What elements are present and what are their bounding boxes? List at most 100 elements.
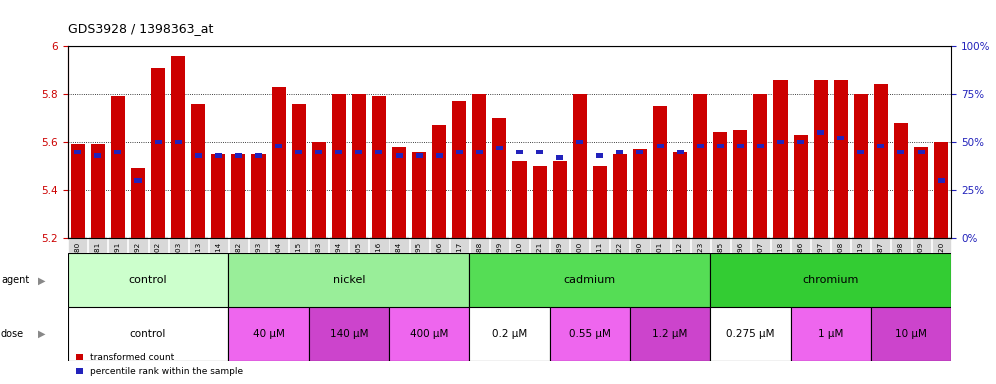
Bar [412, 152, 426, 238]
Bar [617, 149, 623, 154]
Bar [392, 147, 406, 238]
Bar [597, 153, 604, 157]
Text: agent: agent [1, 275, 29, 285]
Bar [352, 94, 366, 238]
Text: 1.2 μM: 1.2 μM [652, 329, 688, 339]
Bar [797, 140, 804, 144]
Bar [556, 155, 563, 159]
Bar [469, 307, 550, 361]
Bar [696, 144, 704, 148]
Bar [838, 136, 845, 141]
Bar [275, 144, 282, 148]
Bar [476, 149, 483, 154]
Bar [356, 149, 363, 154]
Text: 40 μM: 40 μM [253, 329, 285, 339]
Bar [791, 307, 871, 361]
Bar [292, 104, 306, 238]
Bar [492, 118, 506, 238]
Bar [151, 68, 165, 238]
Text: chromium: chromium [803, 275, 859, 285]
Bar [469, 253, 710, 307]
Bar [573, 94, 587, 238]
Text: cadmium: cadmium [564, 275, 616, 285]
Bar [632, 149, 647, 238]
Bar [91, 144, 105, 238]
Bar [372, 96, 386, 238]
Legend: transformed count, percentile rank within the sample: transformed count, percentile rank withi… [73, 350, 247, 379]
Bar [733, 130, 747, 238]
Bar [111, 96, 124, 238]
Bar [613, 154, 626, 238]
Text: ▶: ▶ [38, 329, 46, 339]
Text: 400 μM: 400 μM [410, 329, 448, 339]
Bar [115, 149, 122, 154]
Bar [897, 149, 904, 154]
Bar [472, 94, 486, 238]
Bar [68, 253, 228, 307]
Bar [757, 144, 764, 148]
Bar [713, 132, 727, 238]
Bar [794, 135, 808, 238]
Text: control: control [128, 275, 167, 285]
Bar [817, 130, 824, 134]
Bar [717, 144, 724, 148]
Bar [917, 149, 924, 154]
Bar [894, 123, 908, 238]
Text: 0.2 μM: 0.2 μM [492, 329, 527, 339]
Bar [272, 87, 286, 238]
Bar [673, 152, 687, 238]
Bar [191, 104, 205, 238]
Text: dose: dose [1, 329, 24, 339]
Bar [536, 149, 543, 154]
Bar [211, 154, 225, 238]
Bar [68, 307, 228, 361]
Bar [577, 140, 584, 144]
Bar [774, 80, 788, 238]
Bar [710, 307, 791, 361]
Bar [171, 56, 185, 238]
Bar [309, 307, 389, 361]
Bar [753, 94, 768, 238]
Bar [452, 101, 466, 238]
Bar [496, 146, 503, 150]
Bar [435, 153, 442, 157]
Bar [375, 149, 382, 154]
Bar [516, 149, 523, 154]
Bar [593, 166, 607, 238]
Bar [656, 144, 663, 148]
Bar [629, 307, 710, 361]
Text: 1 μM: 1 μM [818, 329, 844, 339]
Bar [854, 94, 868, 238]
Bar [95, 153, 102, 157]
Bar [456, 149, 463, 154]
Bar [432, 125, 446, 238]
Text: 10 μM: 10 μM [895, 329, 927, 339]
Bar [858, 149, 865, 154]
Bar [215, 153, 222, 157]
Bar [550, 307, 629, 361]
Bar [251, 154, 266, 238]
Bar [533, 166, 547, 238]
Bar [228, 253, 469, 307]
Bar [653, 106, 667, 238]
Bar [871, 307, 951, 361]
Text: 140 μM: 140 μM [330, 329, 369, 339]
Bar [934, 142, 948, 238]
Bar [834, 80, 848, 238]
Bar [332, 94, 346, 238]
Text: nickel: nickel [333, 275, 366, 285]
Bar [676, 149, 683, 154]
Text: 0.55 μM: 0.55 μM [569, 329, 611, 339]
Bar [174, 140, 181, 144]
Bar [295, 149, 302, 154]
Bar [389, 307, 469, 361]
Text: 0.275 μM: 0.275 μM [726, 329, 775, 339]
Bar [737, 144, 744, 148]
Bar [154, 140, 161, 144]
Text: ▶: ▶ [38, 275, 46, 285]
Text: GDS3928 / 1398363_at: GDS3928 / 1398363_at [68, 22, 213, 35]
Bar [513, 161, 527, 238]
Bar [315, 149, 323, 154]
Bar [553, 161, 567, 238]
Bar [693, 94, 707, 238]
